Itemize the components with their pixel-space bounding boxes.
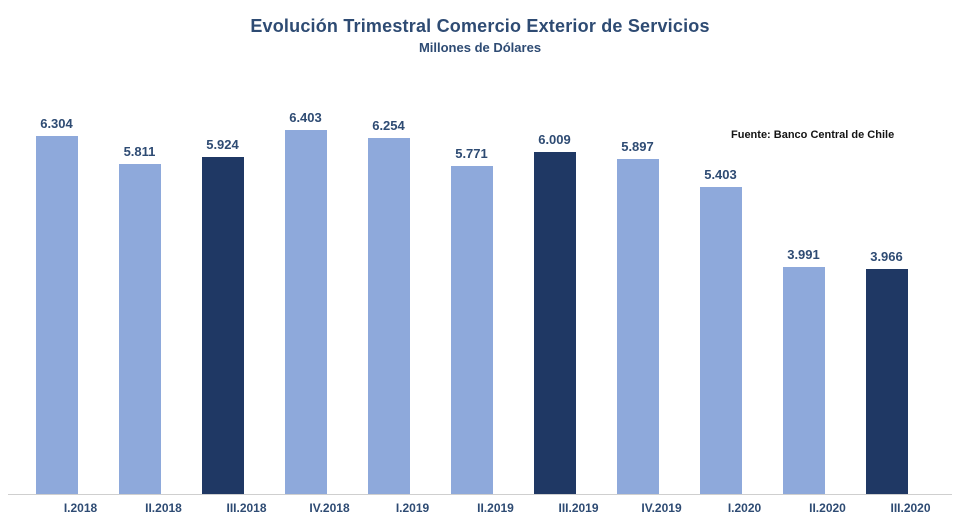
bar-value-label: 5.897 (621, 139, 654, 154)
bar-slot: 6.254 (347, 118, 430, 494)
bar-slot: 5.897 (596, 139, 679, 494)
bar-value-label: 6.009 (538, 132, 571, 147)
bar-slot: 5.924 (181, 137, 264, 494)
x-axis-tick: II.2020 (809, 501, 846, 515)
bar-slot: 3.991 (762, 247, 845, 494)
bar-value-label: 6.254 (372, 118, 405, 133)
bar-slot: 3.966 (845, 249, 928, 494)
x-axis-tick: III.2018 (226, 501, 267, 515)
bar-III.2019 (533, 152, 576, 494)
bar-slot: 5.403 (679, 167, 762, 494)
bar-value-label: 5.811 (123, 144, 156, 159)
chart-title: Evolución Trimestral Comercio Exterior d… (250, 16, 710, 36)
bar-value-label: 6.403 (289, 110, 322, 125)
x-axis-tick: I.2019 (395, 501, 430, 515)
bar-II.2020 (782, 267, 825, 494)
bar-slot: 6.009 (513, 132, 596, 494)
bar-IV.2018 (284, 130, 327, 494)
x-axis-tick: III.2020 (890, 501, 931, 515)
bar-I.2018 (35, 136, 78, 494)
chart-subtitle: Millones de Dólares (418, 40, 542, 55)
bar-slot: 6.304 (15, 116, 98, 494)
source-note: Fuente: Banco Central de Chile (731, 129, 895, 141)
x-axis-line (8, 494, 952, 495)
x-axis-tick: IV.2018 (309, 501, 350, 515)
bar-I.2020 (699, 187, 742, 494)
bar-III.2020 (865, 269, 908, 494)
x-axis-tick: II.2019 (477, 501, 514, 515)
x-axis-tick: I.2020 (727, 501, 762, 515)
bar-slot: 5.771 (430, 146, 513, 494)
bars-row: 6.304 5.811 5.924 6.403 6.254 5.771 6.009 5.897… (15, 96, 928, 494)
bar-III.2018 (201, 157, 244, 494)
bar-value-label: 5.924 (206, 137, 239, 152)
bar-value-label: 5.771 (455, 146, 488, 161)
bar-value-label: 6.304 (40, 116, 73, 131)
x-axis-tick: IV.2019 (641, 501, 682, 515)
bar-II.2018 (118, 164, 161, 494)
bar-value-label: 3.991 (787, 247, 820, 262)
bar-IV.2019 (616, 159, 659, 494)
bar-chart: Evolución Trimestral Comercio Exterior d… (0, 16, 960, 528)
x-axis-tick: II.2018 (145, 501, 182, 515)
bar-value-label: 5.403 (704, 167, 737, 182)
bar-II.2019 (450, 166, 493, 494)
x-axis-tick: III.2019 (558, 501, 599, 515)
bar-slot: 6.403 (264, 110, 347, 494)
bar-slot: 5.811 (98, 144, 181, 494)
bar-value-label: 3.966 (870, 249, 903, 264)
x-axis: I.2018 II.2018 III.2018 IV.2018 I.2019 II.201… (15, 501, 931, 515)
x-axis-tick: I.2018 (63, 501, 98, 515)
bar-I.2019 (367, 138, 410, 494)
